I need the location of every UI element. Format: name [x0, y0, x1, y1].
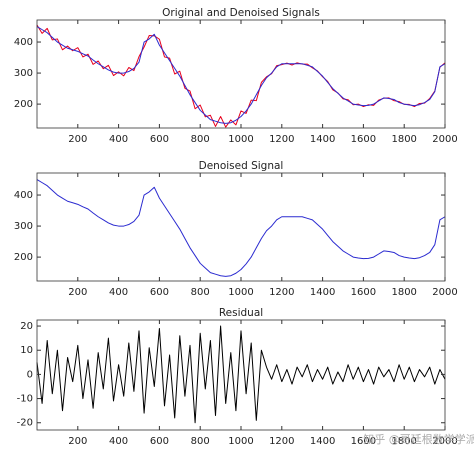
data-line: [36, 325, 446, 424]
chart-title: Denoised Signal: [199, 160, 284, 172]
x-tick-label: 1400: [310, 436, 335, 447]
x-tick-label: 2000: [432, 436, 457, 447]
x-tick-label: 1800: [391, 436, 416, 447]
chart-title: Original and Denoised Signals: [162, 7, 320, 19]
x-tick-label: 1000: [228, 287, 253, 298]
x-tick-label: 1200: [269, 134, 294, 145]
y-tick-label: 300: [14, 68, 33, 79]
axes-box: [37, 20, 445, 128]
y-tick-label: 10: [20, 345, 33, 356]
x-tick-label: 400: [109, 134, 128, 145]
x-tick-label: 1800: [391, 287, 416, 298]
y-tick-label: 0: [27, 369, 33, 380]
x-tick-label: 200: [68, 436, 87, 447]
watermark: 知乎 @哥廷根数学学派: [363, 432, 474, 446]
x-tick-label: 1000: [228, 134, 253, 145]
x-tick-label: 2000: [432, 134, 457, 145]
y-tick-label: -10: [17, 394, 33, 405]
x-tick-label: 800: [191, 436, 210, 447]
x-tick-label: 600: [150, 436, 169, 447]
y-tick-label: 200: [14, 252, 33, 263]
data-line: [36, 179, 446, 277]
x-tick-label: 800: [191, 287, 210, 298]
x-tick-label: 1600: [351, 134, 376, 145]
axes-frame: [36, 172, 446, 282]
y-tick-label: 20: [20, 321, 33, 332]
x-tick-label: 1000: [228, 436, 253, 447]
x-tick-label: 1600: [351, 287, 376, 298]
x-tick-label: 400: [109, 436, 128, 447]
x-tick-label: 1600: [351, 436, 376, 447]
y-tick-label: 400: [14, 37, 33, 48]
x-tick-label: 800: [191, 134, 210, 145]
y-tick-label: 200: [14, 99, 33, 110]
y-tick-label: -20: [17, 418, 33, 429]
x-tick-label: 200: [68, 287, 87, 298]
x-tick-label: 2000: [432, 287, 457, 298]
x-tick-label: 400: [109, 287, 128, 298]
x-tick-label: 600: [150, 134, 169, 145]
x-tick-label: 1200: [269, 287, 294, 298]
y-tick-label: 400: [14, 190, 33, 201]
x-tick-label: 1800: [391, 134, 416, 145]
y-tick-label: 300: [14, 221, 33, 232]
axes-frame: [36, 19, 446, 129]
x-tick-label: 1400: [310, 287, 335, 298]
axes-box: [37, 173, 445, 281]
chart-title: Residual: [219, 307, 263, 319]
x-tick-label: 1400: [310, 134, 335, 145]
x-tick-label: 600: [150, 287, 169, 298]
data-line: [36, 26, 446, 124]
x-tick-label: 1200: [269, 436, 294, 447]
axes-frame: [36, 319, 446, 431]
x-tick-label: 200: [68, 134, 87, 145]
